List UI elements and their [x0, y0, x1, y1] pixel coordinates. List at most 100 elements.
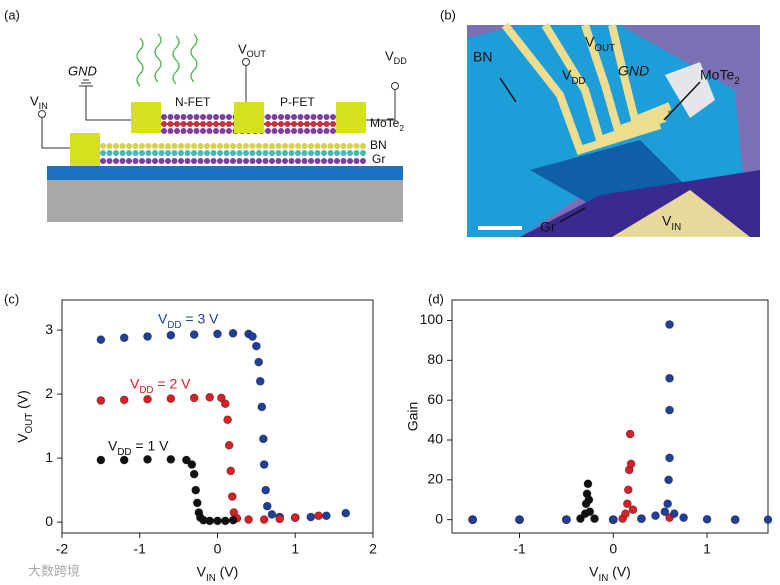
atom — [249, 158, 256, 164]
point — [561, 515, 571, 525]
point — [255, 376, 265, 386]
point — [166, 330, 176, 340]
atom — [236, 158, 243, 164]
atom-layers — [100, 114, 366, 164]
point — [189, 469, 199, 479]
atom — [297, 114, 304, 120]
label: Gr — [372, 152, 385, 166]
contact — [234, 102, 264, 133]
atom — [197, 143, 204, 149]
atom — [353, 158, 360, 164]
point — [228, 328, 238, 338]
y-tick-label: 0 — [45, 513, 53, 529]
atom — [353, 143, 360, 149]
atom — [206, 114, 213, 120]
atom — [204, 150, 210, 156]
point — [625, 429, 635, 439]
atom — [230, 158, 236, 164]
x-tick-label: 0 — [214, 541, 222, 557]
point — [119, 395, 129, 405]
atom — [360, 143, 366, 149]
point — [663, 499, 673, 509]
atom — [200, 114, 206, 120]
atom — [230, 150, 236, 156]
atom — [353, 150, 360, 156]
point — [665, 405, 674, 415]
atom — [210, 143, 217, 149]
atom — [200, 128, 206, 134]
point — [679, 513, 689, 523]
atom — [145, 158, 152, 164]
atom — [265, 114, 271, 120]
atom — [340, 158, 347, 164]
label: MoTe2 — [370, 116, 404, 133]
label: BN — [370, 138, 387, 152]
micrograph: (b) BN VDD VOUT GND MoTe2 Gr VIN — [440, 7, 760, 237]
atom — [310, 128, 317, 134]
atom — [271, 128, 278, 134]
atom — [191, 143, 197, 149]
point — [665, 373, 674, 383]
atom — [340, 143, 347, 149]
wire — [41, 66, 396, 149]
atom — [314, 143, 321, 149]
atom — [262, 158, 269, 164]
point — [665, 453, 674, 463]
atom — [262, 150, 269, 156]
atom — [165, 150, 171, 156]
point — [220, 516, 230, 526]
point — [585, 507, 595, 517]
atom — [158, 150, 165, 156]
point — [143, 332, 152, 341]
atom — [278, 128, 284, 134]
point — [321, 511, 331, 521]
atom — [126, 143, 132, 149]
atom — [269, 143, 275, 149]
point — [191, 485, 201, 495]
atom — [100, 143, 106, 149]
label: VIN — [30, 93, 48, 111]
light — [136, 33, 198, 87]
point — [669, 509, 679, 519]
point — [259, 460, 269, 469]
atom — [256, 150, 262, 156]
atom — [106, 150, 113, 156]
point — [290, 513, 300, 523]
point — [468, 515, 478, 525]
y-tick-label: 0 — [435, 510, 443, 526]
atom — [171, 150, 178, 156]
point — [515, 515, 524, 525]
y-tick-label: 1 — [45, 449, 53, 465]
point — [143, 394, 152, 404]
atom — [347, 150, 353, 156]
point — [665, 320, 674, 329]
atom — [213, 128, 219, 134]
point — [314, 511, 323, 521]
atom — [282, 158, 288, 164]
atom — [282, 143, 288, 149]
arrow — [499, 77, 701, 223]
schematic: (a) GND VOUT VDD VIN N-FET P-FET MoTe2 B… — [4, 7, 407, 222]
substrate — [47, 180, 403, 222]
point — [584, 495, 594, 505]
x-tick-label: 1 — [703, 541, 711, 557]
point — [702, 514, 712, 524]
point — [267, 510, 277, 519]
atom — [152, 143, 158, 149]
point — [192, 498, 202, 508]
atom — [158, 143, 165, 149]
atom — [191, 158, 197, 164]
atom — [327, 150, 334, 156]
atom — [180, 128, 187, 134]
atom — [323, 128, 330, 134]
atom — [334, 158, 340, 164]
atom — [323, 114, 330, 120]
atom — [310, 114, 317, 120]
atom — [321, 158, 327, 164]
point — [220, 399, 230, 409]
contact — [70, 133, 100, 166]
y-tick-label: 3 — [45, 321, 53, 337]
atom — [213, 114, 219, 120]
atom — [297, 128, 304, 134]
